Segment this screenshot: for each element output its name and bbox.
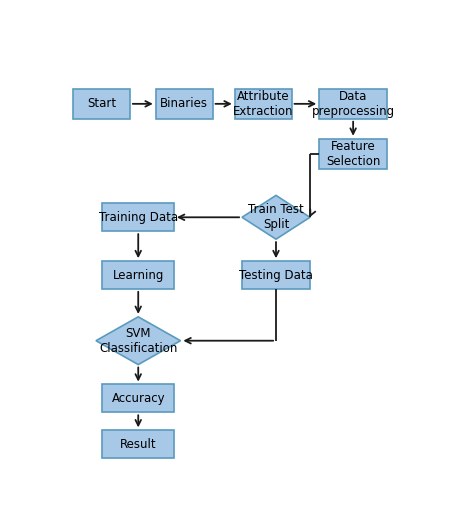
FancyBboxPatch shape [155,89,213,119]
FancyBboxPatch shape [235,89,292,119]
FancyBboxPatch shape [73,89,130,119]
FancyBboxPatch shape [319,89,387,119]
Polygon shape [242,195,310,239]
FancyBboxPatch shape [102,430,174,458]
Text: Testing Data: Testing Data [239,268,313,282]
Text: Learning: Learning [112,268,164,282]
Text: Data
preprocessing: Data preprocessing [311,90,395,118]
Polygon shape [96,317,181,364]
Text: Attribute
Extraction: Attribute Extraction [233,90,293,118]
Text: Binaries: Binaries [160,97,208,110]
Text: Accuracy: Accuracy [111,392,165,405]
Text: Feature
Selection: Feature Selection [326,140,380,168]
FancyBboxPatch shape [102,261,174,289]
Text: SVM
Classification: SVM Classification [99,327,177,355]
FancyBboxPatch shape [102,203,174,231]
Text: Start: Start [87,97,116,110]
Text: Training Data: Training Data [99,211,178,224]
Text: Result: Result [120,438,156,451]
Text: Train Test
Split: Train Test Split [248,203,304,231]
FancyBboxPatch shape [102,385,174,413]
FancyBboxPatch shape [242,261,310,289]
FancyBboxPatch shape [319,139,387,169]
